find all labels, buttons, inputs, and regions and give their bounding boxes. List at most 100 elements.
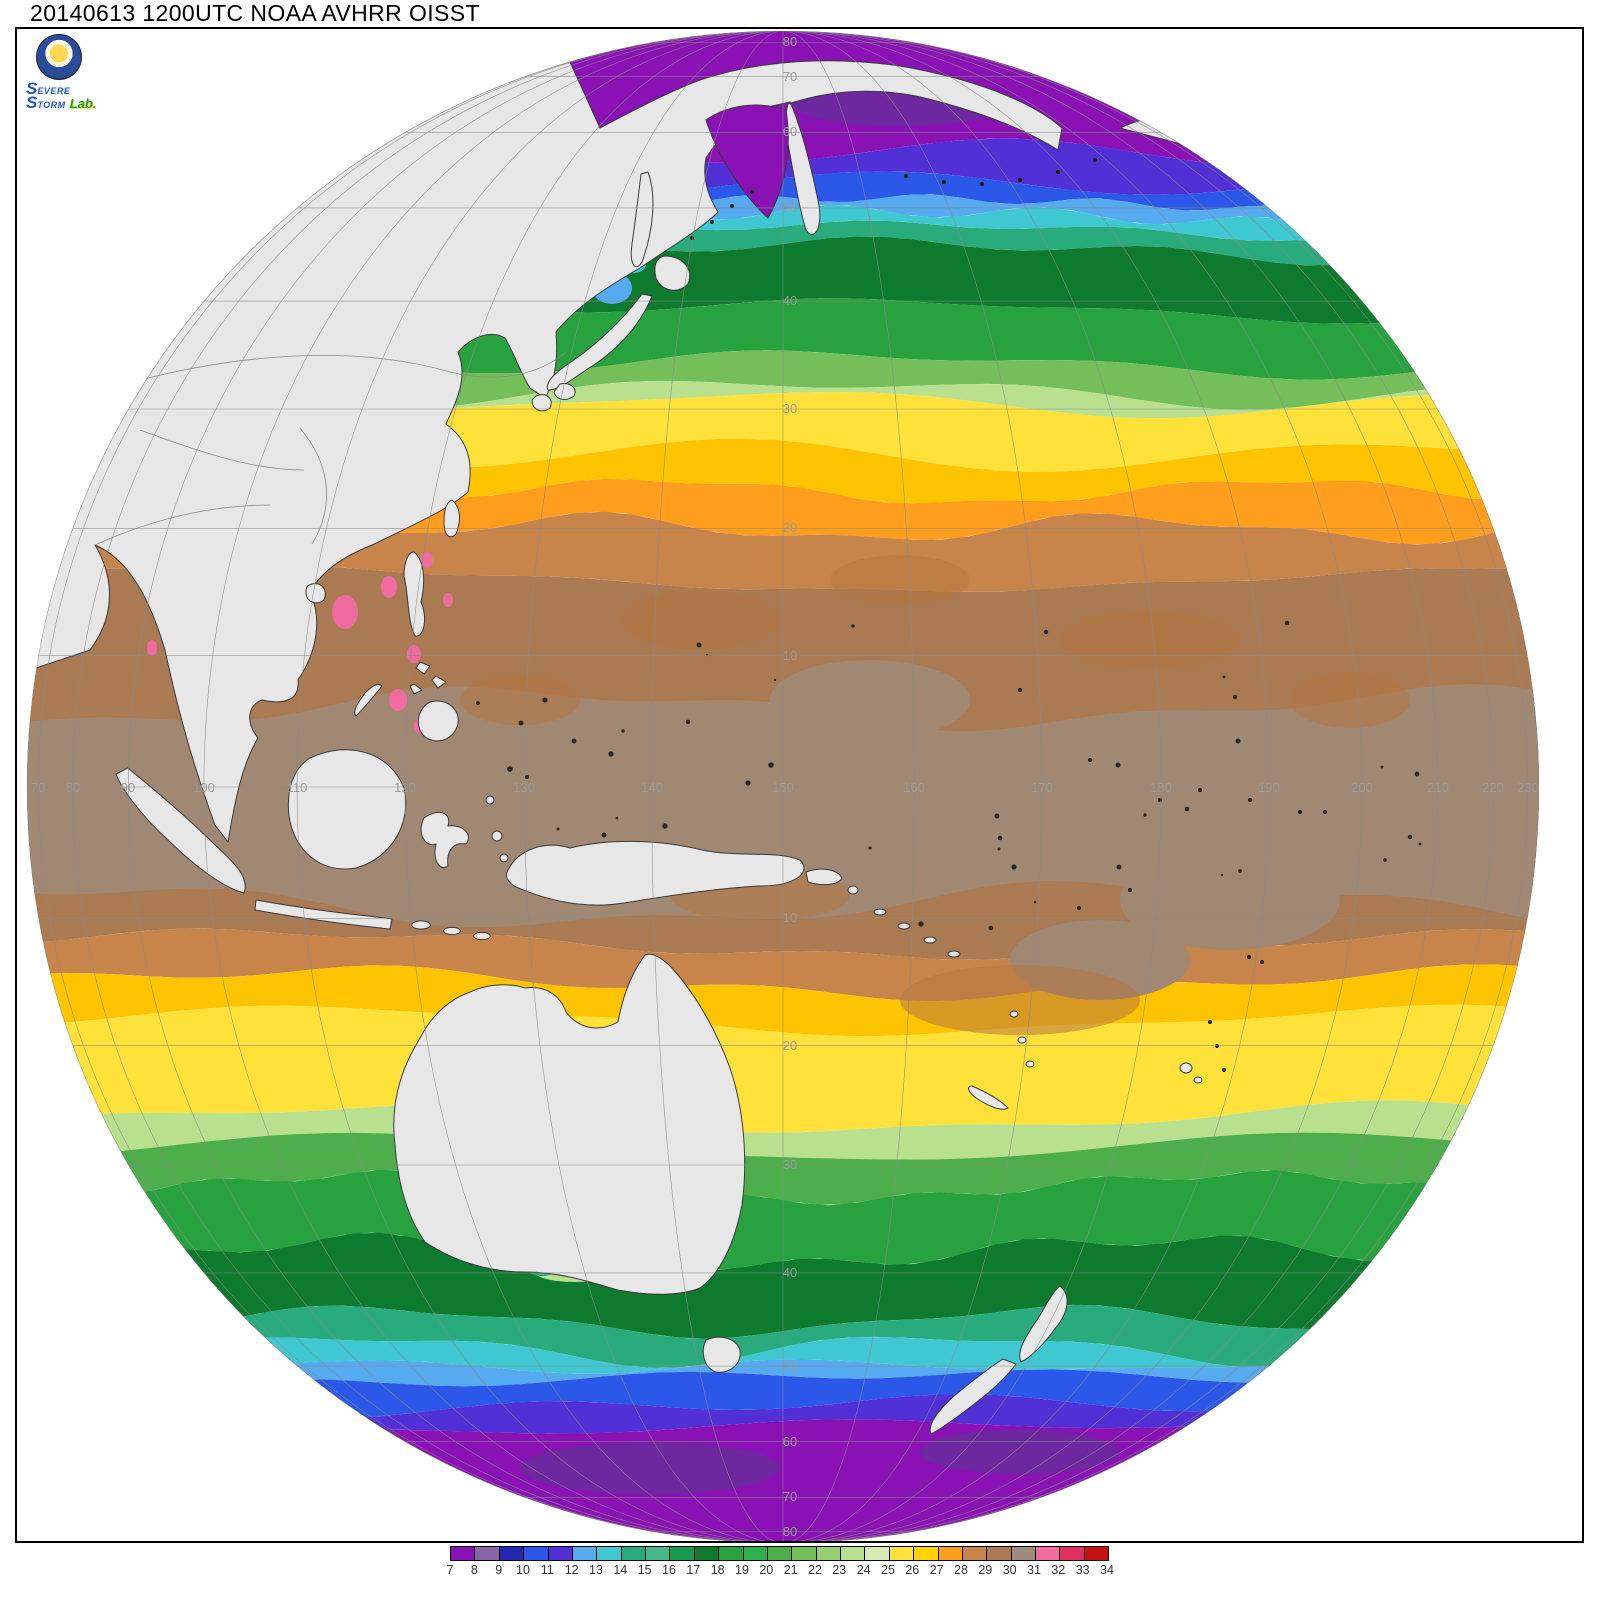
colorbar-tick-label: 27	[929, 1563, 944, 1577]
atoll-speck	[685, 719, 691, 725]
atoll-speck	[1143, 813, 1147, 817]
atoll-speck	[1115, 762, 1121, 768]
colorbar-cell	[597, 1547, 622, 1560]
colorbar-cell	[889, 1547, 915, 1560]
logo-lab: Lab.	[69, 96, 97, 111]
island-speck	[1260, 960, 1264, 964]
colorbar-cells	[450, 1546, 1109, 1561]
warm-pool-patch	[770, 660, 970, 740]
atoll-speck	[1418, 842, 1422, 846]
sst-pocket	[920, 1430, 1120, 1474]
landmass-honshu	[546, 293, 653, 391]
sst-band	[27, 1004, 1539, 1133]
landmass-tasmania	[702, 1336, 741, 1373]
country-borders	[94, 351, 567, 546]
sst-band	[27, 1304, 1539, 1369]
atoll-speck	[997, 835, 1003, 841]
noaa-seal-icon	[36, 34, 82, 80]
latitude-label: 80	[783, 34, 797, 49]
latitude-label: 40	[783, 1265, 797, 1280]
colorbar-tick-label: 26	[905, 1563, 920, 1577]
longitude-label: 220	[1482, 780, 1504, 795]
latitude-label: 70	[783, 69, 797, 84]
atoll-speck	[745, 780, 751, 786]
colorbar-tick-label: 11	[540, 1563, 554, 1577]
landmass-mindanao	[417, 700, 459, 742]
landmass-hainan	[305, 583, 326, 604]
landmass-sulawesi	[420, 811, 470, 868]
sst-texture-patch	[1060, 610, 1240, 670]
landmass-new-caledonia	[968, 1085, 1009, 1110]
colorbar-tick-label: 13	[589, 1563, 603, 1577]
colorbar-cell	[548, 1547, 573, 1560]
landmass-kyushu-shikoku	[531, 383, 576, 412]
atoll-speck	[518, 720, 524, 726]
atoll-speck	[1011, 864, 1017, 870]
longitude-label: 160	[903, 780, 925, 795]
colorbar-tick-label: 9	[495, 1563, 503, 1577]
landmass-luzon	[403, 551, 426, 637]
landmass-new-britain	[805, 868, 859, 895]
island-speck	[980, 182, 984, 186]
landmass-lesser-sunda	[411, 920, 491, 941]
colorbar-cell	[719, 1547, 744, 1560]
atoll-speck	[476, 701, 480, 705]
sst-texture-patch	[830, 555, 970, 605]
longitude-label: 170	[1031, 780, 1053, 795]
colorbar-tick-label: 34	[1100, 1563, 1114, 1577]
island-speck	[942, 180, 946, 184]
colorbar-cell	[1036, 1547, 1061, 1560]
atoll-speck	[1235, 738, 1241, 744]
colorbar-tick-label: 10	[516, 1563, 530, 1577]
latitude-label: 20	[783, 1038, 797, 1053]
sea-of-okhotsk	[705, 104, 789, 219]
latitude-label: 10	[783, 648, 797, 663]
landmass-sumatra	[115, 767, 246, 894]
latitude-label: 60	[783, 1434, 797, 1449]
longitude-label: 120	[394, 780, 416, 795]
island-speck	[1248, 798, 1252, 802]
warm-anomaly-spot	[443, 593, 453, 607]
colorbar-cell	[767, 1547, 793, 1560]
island-speck	[710, 220, 714, 224]
longitude-label: 130	[513, 780, 535, 795]
colorbar-tick-labels: 7 8 9 10 11 12 13 14 15 16 17 18 19 20 21 22 23 24 25 26 27 2…	[447, 1563, 1114, 1579]
island-speck	[1208, 1020, 1212, 1024]
island-speck	[1222, 1068, 1226, 1072]
sst-texture-patch	[900, 965, 1140, 1035]
landmass-fiji	[1179, 1062, 1203, 1084]
atoll-speck	[988, 925, 994, 931]
atoll-speck	[1043, 629, 1049, 635]
atoll-speck	[621, 729, 625, 733]
colorbar-tick-label: 7	[446, 1563, 454, 1577]
colorbar-cell	[451, 1547, 476, 1560]
landmass-taiwan	[443, 499, 460, 538]
warm-pool-patch	[1250, 745, 1390, 815]
colorbar-cell	[621, 1547, 646, 1560]
atoll-speck	[542, 697, 548, 703]
colorbar-tick-label: 20	[759, 1563, 774, 1577]
severe-storm-lab-logo: SEVERE STORM Lab.	[26, 34, 156, 111]
atoll-speck	[662, 823, 668, 829]
longitude-label: 190	[1258, 780, 1280, 795]
latitude-label: 40	[783, 293, 797, 308]
colorbar-cell	[962, 1547, 988, 1560]
latitude-label: 50	[783, 1358, 797, 1373]
colorbar-cell	[524, 1547, 549, 1560]
sst-band	[27, 1336, 1539, 1374]
colorbar-cell	[816, 1547, 841, 1560]
sst-texture-patch	[620, 590, 780, 650]
longitude-label: 70	[31, 780, 45, 795]
landmass-hokkaido	[654, 255, 690, 291]
ocean-layers	[27, 31, 1539, 1543]
longitude-label: 100	[193, 780, 215, 795]
colorbar-cell	[694, 1547, 720, 1560]
atoll-speck	[1076, 905, 1082, 911]
colorbar-cell	[499, 1547, 525, 1560]
atoll-speck	[1407, 834, 1413, 840]
atoll-speck	[1284, 620, 1290, 626]
warm-anomaly-spot	[332, 595, 358, 629]
latitude-label: 70	[783, 1489, 797, 1504]
atoll-speck	[1232, 694, 1238, 700]
